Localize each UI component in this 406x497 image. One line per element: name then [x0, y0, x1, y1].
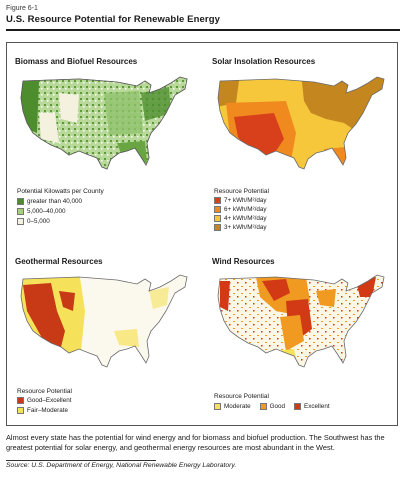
biomass-legend-title: Potential Kilowatts per County — [17, 188, 104, 195]
legend-swatch — [214, 206, 221, 213]
legend-label: Good–Excellent — [27, 397, 72, 404]
legend-swatch — [214, 197, 221, 204]
legend-swatch — [17, 198, 24, 205]
biomass-legend-item: greater than 40,000 — [17, 198, 82, 205]
figure-label: Figure 6-1 — [6, 5, 38, 12]
biomass-panel: Biomass and Biofuel Resources Potential … — [7, 43, 202, 235]
legend-label: Good — [269, 403, 286, 410]
wind-legend-item: Moderate — [214, 403, 251, 410]
figure-title: U.S. Resource Potential for Renewable En… — [6, 14, 220, 25]
solar-legend-item: 7+ kWh/M²/day — [214, 197, 267, 204]
legend-label: greater than 40,000 — [27, 198, 82, 205]
legend-label: Excellent — [304, 403, 330, 410]
legend-swatch — [17, 397, 24, 404]
legend-swatch — [259, 403, 267, 410]
legend-swatch — [214, 224, 221, 231]
solar-legend-item: 4+ kWh/M²/day — [214, 215, 267, 222]
biomass-legend-item: 0–5,000 — [17, 218, 50, 225]
solar-title: Solar Insolation Resources — [212, 57, 316, 66]
legend-swatch — [294, 403, 302, 410]
legend-label: 0–5,000 — [27, 218, 50, 225]
legend-label: 6+ kWh/M²/day — [224, 206, 267, 213]
wind-map — [217, 274, 385, 368]
legend-swatch — [17, 218, 24, 225]
solar-map — [217, 76, 385, 170]
wind-title: Wind Resources — [212, 257, 275, 266]
maps-frame: Biomass and Biofuel Resources Potential … — [6, 42, 398, 426]
geothermal-title: Geothermal Resources — [15, 257, 103, 266]
geothermal-map — [20, 274, 188, 368]
solar-panel: Solar Insolation Resources Resource Pote… — [204, 43, 399, 235]
solar-legend-item: 3+ kWh/M²/day — [214, 224, 267, 231]
legend-label: 4+ kWh/M²/day — [224, 215, 267, 222]
legend-label: 7+ kWh/M²/day — [224, 197, 267, 204]
legend-swatch — [17, 407, 24, 414]
legend-swatch — [214, 403, 221, 410]
solar-legend-title: Resource Potential — [214, 188, 269, 195]
wind-legend-item: Excellent — [294, 403, 330, 410]
legend-swatch — [17, 208, 24, 215]
wind-legend-title: Resource Potential — [214, 393, 269, 400]
legend-label: Moderate — [224, 403, 251, 410]
legend-label: 5,000–40,000 — [27, 208, 66, 215]
wind-legend: Moderate Good Excellent — [214, 403, 339, 410]
legend-label: Fair–Moderate — [27, 407, 68, 414]
legend-label: 3+ kWh/M²/day — [224, 224, 267, 231]
geothermal-legend-item: Fair–Moderate — [17, 407, 68, 414]
biomass-title: Biomass and Biofuel Resources — [15, 57, 138, 66]
title-rule — [6, 29, 400, 31]
geothermal-panel: Geothermal Resources Resource Potential … — [7, 243, 202, 427]
geothermal-legend-title: Resource Potential — [17, 388, 72, 395]
figure-caption: Almost every state has the potential for… — [6, 433, 385, 452]
legend-swatch — [214, 215, 221, 222]
solar-legend-item: 6+ kWh/M²/day — [214, 206, 267, 213]
wind-panel: Wind Resources Resource Potential Modera… — [204, 243, 399, 427]
biomass-map — [20, 76, 188, 170]
wind-legend-item: Good — [259, 403, 286, 410]
biomass-legend-item: 5,000–40,000 — [17, 208, 66, 215]
figure-source: Source: U.S. Department of Energy, Natio… — [6, 462, 237, 469]
source-rule — [6, 460, 156, 461]
geothermal-legend-item: Good–Excellent — [17, 397, 71, 404]
